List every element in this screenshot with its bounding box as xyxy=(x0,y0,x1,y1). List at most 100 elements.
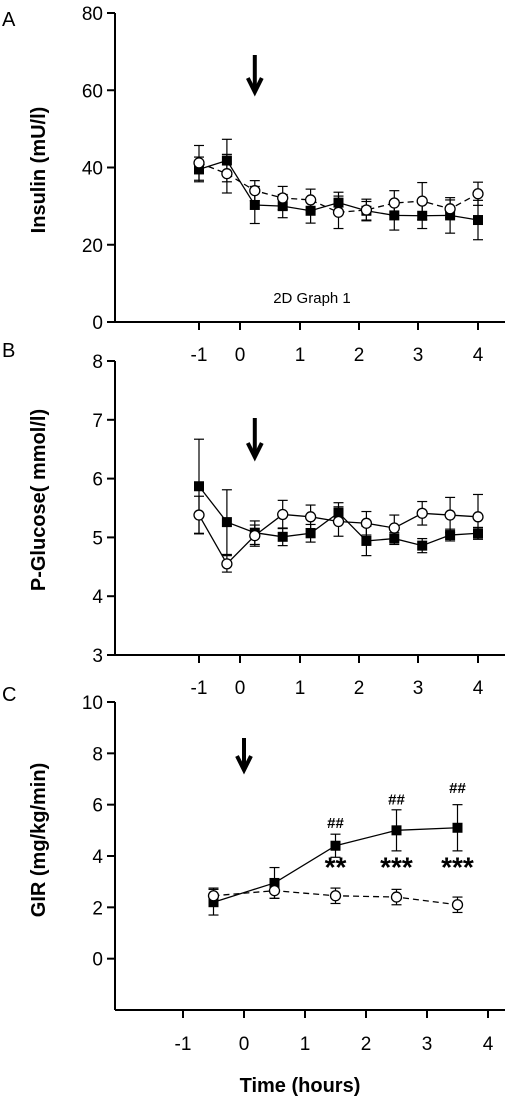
series-open xyxy=(193,493,484,573)
arrow-head xyxy=(246,77,264,97)
y-tick-label: 4 xyxy=(92,587,103,608)
data-point-square xyxy=(249,199,260,210)
panel-letter-b: B xyxy=(2,340,15,362)
data-point-square xyxy=(452,822,463,833)
y-tick-label: 0 xyxy=(92,950,103,971)
x-tick-label: 2 xyxy=(361,1034,372,1055)
data-point-circle xyxy=(332,206,345,218)
x-axis-label: Time (hours) xyxy=(240,1075,361,1097)
y-tick-label: 8 xyxy=(92,352,103,373)
arrow-marker xyxy=(246,418,264,462)
data-point-circle xyxy=(416,195,428,207)
data-point-circle xyxy=(390,891,403,903)
significance-stars: *** xyxy=(441,852,474,883)
y-tick-label: 3 xyxy=(92,646,103,667)
x-tick-label: 3 xyxy=(413,678,424,699)
data-point-square xyxy=(194,481,204,492)
panel-a-annotation: 2D Graph 1 xyxy=(273,290,351,307)
data-point-circle xyxy=(193,157,205,169)
y-tick-label: 6 xyxy=(92,796,103,817)
series-open xyxy=(193,144,484,230)
y-axis-label-gir: GIR (mg/kg/min) xyxy=(28,763,50,917)
y-tick-label: 7 xyxy=(92,411,103,432)
arrow-head xyxy=(246,442,264,462)
data-point-circle xyxy=(193,509,205,521)
x-tick-label: 3 xyxy=(413,345,424,366)
data-point-circle xyxy=(360,204,373,216)
panel-letter-a: A xyxy=(2,9,16,31)
data-point-circle xyxy=(304,194,317,206)
data-point-circle xyxy=(249,185,261,197)
data-point-circle xyxy=(388,197,400,209)
x-tick-label: 4 xyxy=(473,345,484,366)
panel-b: 3 4 5 6 7 8 -1 0 1 2 3 4 xyxy=(92,352,505,699)
arrow-head xyxy=(235,755,253,775)
data-point-circle xyxy=(444,203,456,215)
x-tick-label: 1 xyxy=(295,678,306,699)
data-point-circle xyxy=(277,508,289,521)
data-point-square xyxy=(305,528,316,539)
y-tick-label: 6 xyxy=(92,470,103,491)
data-point-square xyxy=(277,531,288,542)
data-point-square xyxy=(473,215,483,226)
data-point-square xyxy=(330,840,341,851)
y-tick-label: 20 xyxy=(82,236,103,257)
x-tick-label: 2 xyxy=(354,345,365,366)
y-tick-label: 0 xyxy=(92,313,103,334)
data-point-circle xyxy=(416,507,428,519)
x-tick-label: 0 xyxy=(235,678,246,699)
series-line xyxy=(198,162,479,213)
data-point-circle xyxy=(304,511,317,523)
x-tick-label: -1 xyxy=(175,1034,192,1055)
data-point-circle xyxy=(451,899,464,911)
significance-hashes: ## xyxy=(388,792,405,809)
x-tick-label: 4 xyxy=(473,678,484,699)
y-tick-label: 10 xyxy=(82,693,103,714)
significance-hashes: ## xyxy=(449,780,466,797)
data-point-circle xyxy=(388,522,400,534)
arrow-marker xyxy=(235,738,253,775)
y-tick-label: 8 xyxy=(92,744,103,765)
series-open xyxy=(207,882,464,914)
data-point-circle xyxy=(221,168,233,180)
x-tick-label: -1 xyxy=(191,345,208,366)
y-tick-label: 2 xyxy=(92,898,103,919)
data-point-circle xyxy=(360,517,373,529)
panel-a: 0 20 40 60 80 -1 0 1 2 3 4 xyxy=(82,4,505,366)
data-point-circle xyxy=(329,890,342,902)
data-point-square xyxy=(417,540,428,551)
series-filled xyxy=(194,438,483,557)
data-point-square xyxy=(391,825,402,836)
data-point-circle xyxy=(221,558,233,570)
data-point-square xyxy=(361,535,372,546)
x-tick-label: 1 xyxy=(300,1034,311,1055)
y-tick-label: 60 xyxy=(82,81,103,102)
data-point-circle xyxy=(268,885,281,897)
data-point-square xyxy=(221,517,232,528)
data-point-circle xyxy=(332,515,345,528)
significance-stars: *** xyxy=(380,852,413,883)
x-tick-label: -1 xyxy=(191,678,208,699)
x-tick-label: 2 xyxy=(354,678,365,699)
panel-letter-c: C xyxy=(2,684,16,706)
y-tick-label: 40 xyxy=(82,159,103,180)
data-point-circle xyxy=(472,511,484,523)
x-tick-label: 4 xyxy=(483,1034,494,1055)
significance-hashes: ## xyxy=(327,815,344,832)
y-axis-label-insulin: Insulin (mU/l) xyxy=(28,107,50,234)
data-point-circle xyxy=(249,529,261,542)
arrow-marker xyxy=(246,55,264,97)
y-tick-label: 80 xyxy=(82,4,103,25)
y-tick-label: 5 xyxy=(92,528,103,549)
data-point-circle xyxy=(444,509,456,521)
data-point-circle xyxy=(207,890,220,902)
significance-stars: ** xyxy=(325,852,347,883)
x-tick-label: 0 xyxy=(235,345,246,366)
x-tick-label: 1 xyxy=(295,345,306,366)
y-axis-label-glucose: P-Glucose( mmol/l) xyxy=(28,409,50,591)
y-tick-label: 4 xyxy=(92,847,103,868)
data-point-circle xyxy=(472,188,484,200)
